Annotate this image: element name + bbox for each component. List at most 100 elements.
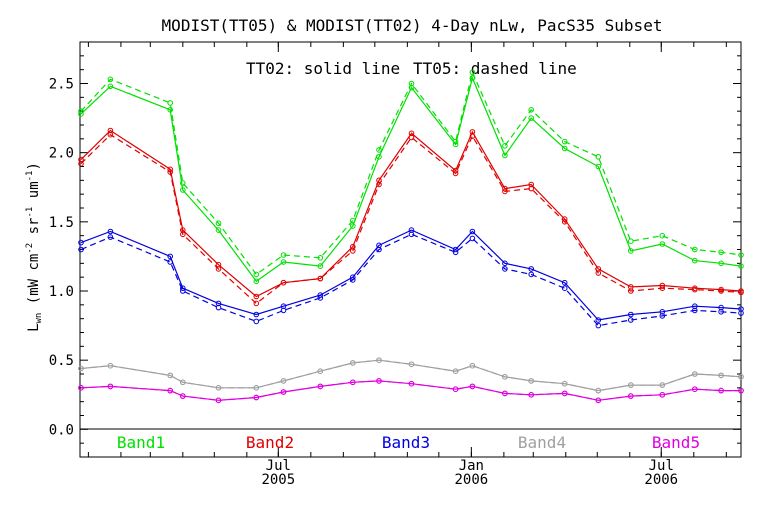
band5-tt05-point [180,393,186,399]
band2-tt02-line [80,129,742,298]
y-axis-title: Lwn (mW cm-2 sr-1 um-1) [25,162,44,332]
band2-tt05-line [80,133,742,305]
legend-band5: Band5 [652,433,700,452]
band4-tt05-point [738,374,744,380]
x-tick-year-label: 2005 [261,472,295,488]
x-tick-label: Jan [459,458,484,474]
band5-tt05-point [167,387,173,394]
band4-tt05-point [280,378,287,384]
band3-tt02-point [561,279,568,286]
band4-tt05-point [317,368,324,375]
band3-tt05-point [692,307,698,314]
band3-tt05-point [561,285,568,292]
band1-tt05-point [561,138,568,145]
band3-tt02-point [452,246,459,253]
band5-tt05-point [692,386,698,393]
band3-tt02-point [107,228,114,235]
band2-tt05-point [408,134,415,141]
band1-tt05-point [78,108,84,114]
band2-tt05-point [350,248,356,254]
legend-band4: Band4 [518,433,566,452]
band2-tt05-point [561,219,568,225]
band2-tt02-point [408,130,415,137]
band3-tt05-point [718,309,724,315]
series-layer [78,69,744,404]
y-tick-label: 1.5 [49,215,74,231]
legend-band1: Band1 [117,433,165,452]
band1-tt05-point [107,76,114,83]
band1-tt02-point [78,111,84,117]
band3-tt02-point [78,239,84,246]
band2-tt05-point [215,266,222,272]
band3-tt05-point [469,235,476,242]
band3-tt02-point [659,309,666,315]
band1-tt02-point [659,241,666,247]
legend: Band1 Band2 Band3 Band4 Band5 [117,433,700,452]
band4-tt05-point [376,357,382,364]
band2-tt05-point [280,279,287,286]
x-tick-label: Jul [649,458,674,474]
band2-tt05-point [452,170,459,177]
band3-tt05-point [452,249,459,256]
band3-tt05-point [595,322,602,329]
band3-tt02-line [80,229,742,321]
band4-tt05-point [692,371,698,377]
band3-tt05-point [738,310,744,316]
band1-tt02-point [167,107,173,113]
band1-tt02-point [595,163,602,170]
band5-tt05-point [376,378,382,384]
band2-tt05-point [253,300,260,307]
band4-tt05-point [452,368,459,375]
band3-tt05-point [376,246,382,253]
band1-tt05-point [215,220,222,226]
band3-tt02-point [469,228,476,235]
band3-tt05-point [408,231,415,238]
band5-tt05-point [452,386,459,393]
band1-tt02-point [317,263,324,269]
band1-tt02-point [107,83,114,90]
band2-tt05-point [78,160,84,167]
band3-tt05-point [180,288,186,294]
band1-tt05-line [80,70,742,276]
band4-tt05-point [595,387,602,394]
band5-tt05-point [561,390,568,397]
band4-tt05-point [107,362,114,369]
band3-tt02-point [180,285,186,292]
y-tick-label: 1.0 [49,284,74,300]
band5-tt05-point [738,387,744,394]
band2-tt05-point [317,275,324,282]
band5-tt05-point [253,394,260,401]
band3-tt02-point [253,311,260,318]
x-tick-label: Jul [266,458,291,474]
band1-tt02-point [452,141,459,148]
band1-tt05-point [692,246,698,253]
band2-tt05-point [718,288,724,294]
band4-tt05-point [628,382,634,388]
x-tick-year-label: 2006 [644,472,678,488]
band4-tt05-point [528,378,535,384]
band4-tt05-point [502,374,508,380]
annotation-solid: TT02: solid line [246,59,400,78]
band3-tt05-point [215,304,222,311]
band5-tt05-point [78,385,84,391]
band4-tt05-point [253,385,260,391]
chart-title: MODIST(TT05) & MODIST(TT02) 4-Day nLw, P… [162,16,663,35]
legend-band3: Band3 [382,433,430,452]
band2-tt05-point [628,288,634,294]
band4-tt05-point [167,372,173,379]
y-tick-label: 0.5 [49,353,74,369]
band3-tt05-point [280,307,287,314]
band2-tt05-point [738,289,744,296]
band2-tt05-point [469,133,476,139]
band2-tt02-point [78,156,84,163]
band5-tt05-point [350,379,356,386]
band5-tt05-point [408,380,415,387]
band1-tt05-point [469,69,476,76]
band4-tt05-point [718,372,724,379]
band3-tt02-point [738,306,744,312]
band1-tt02-point [692,257,698,264]
band1-tt05-point [167,100,173,106]
band1-tt02-point [528,115,535,121]
band4-tt05-point [469,362,476,369]
